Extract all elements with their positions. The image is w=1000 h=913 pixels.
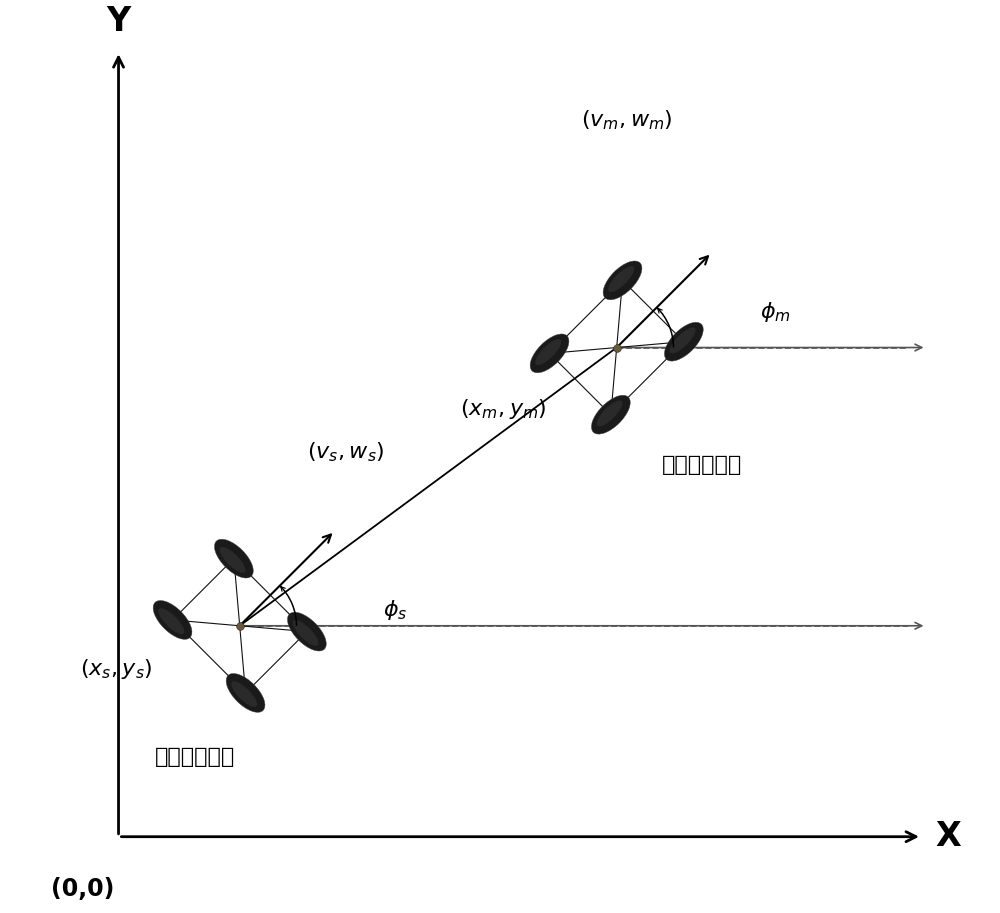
Text: $\phi_m$: $\phi_m$	[760, 299, 791, 323]
Text: Y: Y	[106, 5, 131, 37]
Text: $(x_s,y_s)$: $(x_s,y_s)$	[80, 657, 153, 681]
Ellipse shape	[530, 334, 569, 373]
Ellipse shape	[664, 322, 703, 362]
Text: $(v_s,w_s)$: $(v_s,w_s)$	[307, 441, 385, 464]
Ellipse shape	[226, 674, 265, 712]
Text: (0,0): (0,0)	[51, 877, 114, 901]
Ellipse shape	[608, 267, 634, 292]
Ellipse shape	[670, 328, 696, 353]
Ellipse shape	[220, 547, 246, 572]
Text: $(x_m,y_m)$: $(x_m,y_m)$	[460, 397, 546, 421]
Ellipse shape	[158, 608, 184, 635]
Ellipse shape	[214, 540, 253, 578]
Ellipse shape	[231, 681, 257, 708]
Ellipse shape	[535, 339, 561, 365]
Ellipse shape	[603, 261, 642, 299]
Text: X: X	[935, 820, 961, 854]
Ellipse shape	[293, 620, 319, 645]
Text: $(v_m,w_m)$: $(v_m,w_m)$	[581, 109, 673, 132]
Ellipse shape	[591, 395, 630, 434]
Ellipse shape	[287, 613, 326, 651]
Text: 从移动机器人: 从移动机器人	[154, 747, 235, 767]
Ellipse shape	[597, 401, 623, 426]
Ellipse shape	[153, 601, 192, 639]
Text: $\phi_s$: $\phi_s$	[383, 598, 408, 622]
Text: 主移动机器人: 主移动机器人	[662, 456, 742, 476]
